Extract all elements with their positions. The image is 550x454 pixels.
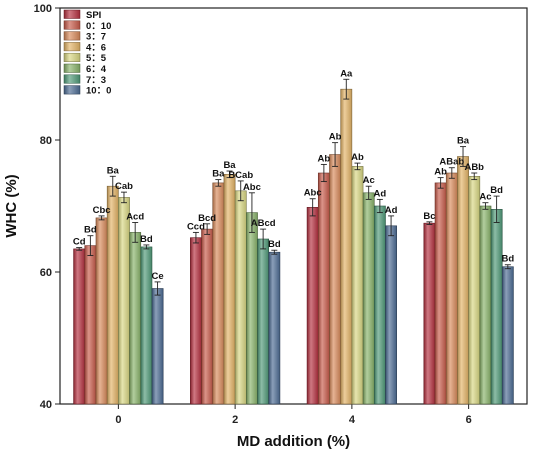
bar [423,222,436,405]
significance-label: Ab [318,153,331,164]
bar [246,212,258,405]
bar [84,245,97,405]
significance-label: Bd [501,254,514,265]
significance-label: ABab [439,157,464,168]
y-axis-ticks: 40 60 80 100 [34,3,60,411]
bar [73,248,86,405]
x-tick-label: 2 [232,414,238,426]
legend-label: 0：10 [86,21,111,32]
bar [234,190,247,405]
bar [445,172,458,405]
bar [468,176,481,405]
x-tick-label: 0 [115,414,121,426]
significance-label: Cbc [93,205,111,216]
bar [129,232,142,405]
bar [151,288,164,405]
x-axis-ticks: 0 2 4 6 [115,404,472,426]
bar [106,185,119,405]
significance-label: Bd [268,239,281,250]
y-tick-label: 80 [40,135,52,147]
legend-swatch [63,9,81,19]
x-tick-label: 6 [466,414,472,426]
legend-swatch [63,20,81,30]
y-tick-label: 60 [40,267,52,279]
significance-label: Ad [385,205,398,216]
y-axis-title: WHC (%) [3,174,20,237]
bar [479,205,492,405]
legend-swatch [63,31,81,41]
significance-label: Ba [212,169,225,180]
significance-label: ABb [464,162,484,173]
bar [257,238,270,405]
bar [329,154,341,405]
bar [434,182,447,405]
bar [340,88,353,405]
bar [501,266,514,405]
y-tick-label: 40 [40,399,52,411]
legend-swatch [63,74,81,84]
bar [362,192,375,405]
bar [457,156,469,405]
significance-label: Ce [151,271,163,282]
bar [351,166,364,405]
x-axis-title: MD addition (%) [237,433,350,450]
significance-label: Abc [304,188,322,199]
legend-label: 10：0 [86,86,111,97]
legend-label: 7：3 [86,75,106,86]
bar [201,228,214,405]
significance-label: Bcd [198,213,216,224]
legend-label: 6：4 [86,64,107,75]
significance-label: Ab [434,167,447,178]
significance-label: ABcd [251,218,276,229]
bar [317,172,330,405]
significance-label: Ab [351,152,364,163]
bar [385,225,397,405]
bar [95,217,108,405]
significance-label: Ba [107,165,120,176]
axes [59,7,528,405]
significance-label: BCab [228,170,253,181]
bar [490,209,503,405]
bar [190,237,202,405]
legend-swatch [63,52,81,62]
legend-swatch [63,85,81,95]
legend-label: 3：7 [86,32,106,43]
plot-frame [59,7,528,405]
significance-label: Ba [223,160,236,171]
y-tick-label: 100 [34,3,52,15]
error-bars [76,78,511,296]
legend-label: 4：6 [86,42,106,53]
significance-label: Bd [140,234,153,245]
bar [306,207,319,405]
significance-label: Cd [73,237,86,248]
legend-label: SPI [86,10,101,21]
significance-label: Ccd [187,221,205,232]
significance-label: Ac [479,192,491,203]
significance-label: Bd [84,225,97,236]
significance-label: Ab [329,132,342,143]
bar [373,205,386,405]
significance-label: Aa [340,68,353,79]
bar [118,197,130,405]
bar [223,174,236,405]
legend-label: 5：5 [86,53,107,64]
significance-label: Abc [243,182,261,193]
legend-swatch [63,42,81,52]
significance-label: Bc [423,211,435,222]
significance-labels: CdBdCbcBaCabAcdBdCeCcdBcdBaBaBCabAbcABcd… [73,68,515,282]
x-tick-label: 4 [349,414,356,426]
bar [268,251,281,405]
significance-label: Ad [374,188,387,199]
bar [140,246,153,405]
significance-label: Ac [363,175,375,186]
bars [73,88,514,405]
significance-label: Acd [126,212,144,223]
significance-label: Bd [490,185,503,196]
significance-label: Cab [115,181,133,192]
legend-swatch [63,63,81,73]
significance-label: Ba [457,136,470,147]
